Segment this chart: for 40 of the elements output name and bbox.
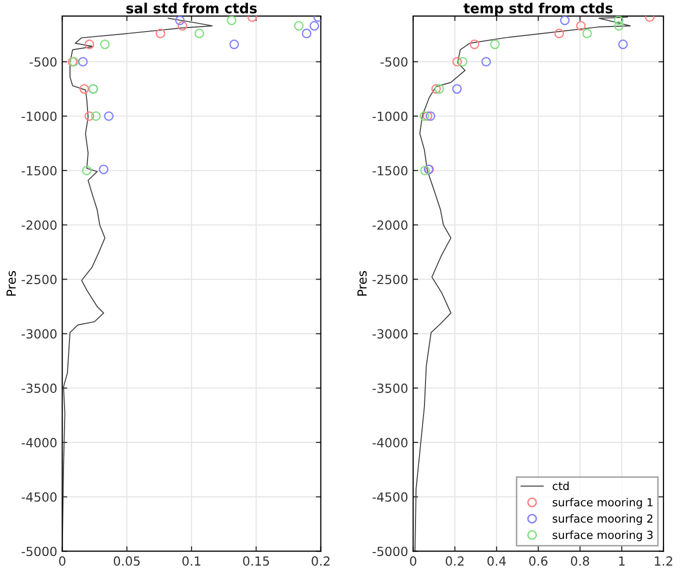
x-tick-label: 0.8 [570, 556, 590, 566]
chart-title: sal std from ctds [126, 2, 257, 14]
x-tick-label: 0 [59, 556, 66, 566]
y-tick-label: -3000 [372, 329, 408, 339]
y-tick-label: -4500 [372, 492, 408, 502]
x-tick-label: 0.05 [114, 556, 140, 566]
x-tick-label: 0 [410, 556, 416, 566]
x-tick-label: 0.4 [487, 556, 506, 566]
y-tick-label: -5000 [372, 546, 408, 556]
x-tick-label: 0.15 [243, 556, 269, 566]
y-tick-label: -4500 [22, 492, 57, 502]
y-tick-label: -500 [30, 57, 57, 67]
y-tick-label: -2000 [22, 220, 57, 230]
y-tick-label: -2500 [372, 274, 408, 284]
y-tick-label: -500 [380, 57, 408, 67]
x-tick-label: 0.2 [446, 556, 464, 566]
y-tick-label: -4000 [372, 438, 408, 448]
legend-label: surface mooring 1 [552, 498, 652, 509]
y-tick-label: -2000 [372, 220, 408, 230]
y-tick-label: -3500 [22, 384, 57, 393]
y-tick-label: -1000 [22, 112, 57, 122]
x-tick-label: 1 [619, 556, 625, 566]
x-tick-label: 1.2 [654, 556, 672, 566]
y-tick-label: -1500 [372, 166, 408, 176]
y-axis-title: Pres [6, 271, 16, 296]
legend-label: surface mooring 2 [552, 514, 652, 525]
y-tick-label: -2500 [22, 274, 57, 284]
x-tick-label: 0.6 [529, 556, 548, 566]
y-tick-label: -5000 [22, 546, 57, 556]
y-tick-label: -4000 [22, 438, 57, 448]
x-tick-label: 0.2 [312, 556, 330, 566]
legend-label: ctd [552, 482, 569, 490]
y-tick-label: -1500 [22, 166, 57, 176]
y-tick-label: -3500 [372, 384, 408, 393]
legend-label: surface mooring 3 [552, 530, 653, 542]
chart-title: temp std from ctds [464, 2, 613, 16]
y-tick-label: -3000 [22, 329, 57, 339]
x-tick-label: 0.1 [182, 556, 200, 566]
y-axis-title: Pres [357, 271, 367, 296]
y-tick-label: -1000 [372, 112, 408, 122]
